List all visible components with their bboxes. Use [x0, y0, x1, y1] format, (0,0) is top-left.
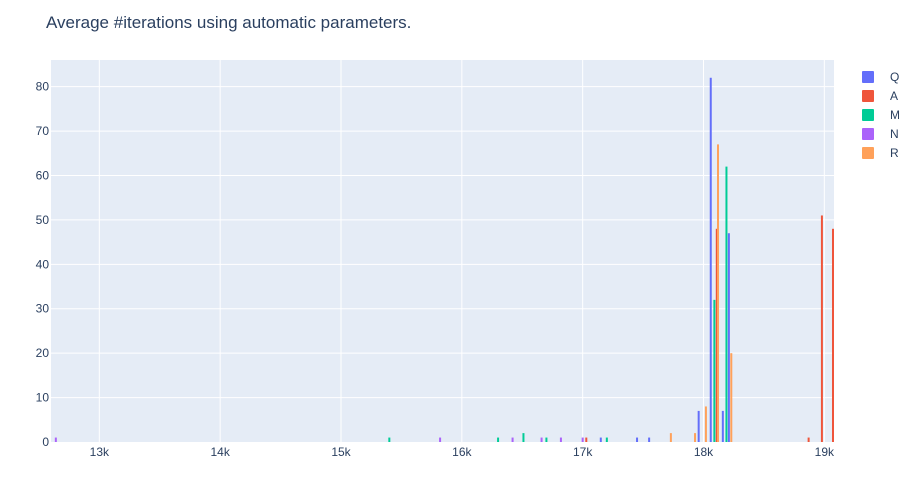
bar-n[interactable] — [581, 437, 584, 442]
bar-m[interactable] — [545, 437, 548, 442]
legend-label: A — [890, 88, 899, 103]
legend-swatch — [862, 108, 874, 121]
x-tick-label: 17k — [573, 445, 593, 459]
bar-m[interactable] — [388, 437, 391, 442]
bar-m[interactable] — [713, 299, 716, 442]
bar-r[interactable] — [704, 406, 707, 442]
x-tick-label: 16k — [452, 445, 472, 459]
bar-a[interactable] — [820, 215, 823, 442]
y-tick-label: 30 — [36, 302, 50, 316]
legend-swatch — [862, 146, 874, 159]
legend-item-m[interactable]: M — [862, 105, 900, 124]
legend-swatch — [862, 89, 874, 102]
x-tick-label: 14k — [210, 445, 230, 459]
bar-m[interactable] — [605, 437, 608, 442]
legend-item-q[interactable]: Q — [862, 67, 900, 86]
bar-r[interactable] — [669, 433, 672, 442]
bar-q[interactable] — [599, 437, 602, 442]
bar-a[interactable] — [807, 437, 810, 442]
bar-n[interactable] — [511, 437, 514, 442]
x-tick-label: 19k — [815, 445, 835, 459]
legend-item-n[interactable]: N — [862, 124, 900, 143]
legend-label: M — [890, 107, 900, 122]
y-tick-label: 50 — [36, 213, 50, 227]
x-tick-label: 15k — [331, 445, 351, 459]
bar-q[interactable] — [709, 77, 712, 442]
y-tick-label: 80 — [36, 80, 50, 94]
bar-q[interactable] — [721, 410, 724, 442]
y-tick-label: 20 — [36, 346, 50, 360]
x-axis-ticks: 13k 14k 15k 16k 17k 18k 19k — [90, 445, 835, 459]
bar-n[interactable] — [559, 437, 562, 442]
y-tick-label: 70 — [36, 124, 50, 138]
y-tick-label: 10 — [36, 391, 50, 405]
bar-a[interactable] — [715, 228, 718, 442]
bar-q[interactable] — [636, 437, 639, 442]
bar-q[interactable] — [727, 233, 730, 442]
bar-r[interactable] — [717, 144, 719, 442]
legend-swatch — [862, 70, 874, 83]
bar-q[interactable] — [697, 410, 700, 442]
legend-label: R — [890, 145, 899, 160]
bar-q[interactable] — [648, 437, 651, 442]
bars — [54, 77, 834, 442]
bar-r[interactable] — [694, 433, 697, 442]
legend-item-a[interactable]: A — [862, 86, 900, 105]
bar-n[interactable] — [54, 437, 57, 442]
y-axis-ticks: 0 10 20 30 40 50 60 70 80 — [36, 80, 50, 449]
bar-r[interactable] — [730, 353, 733, 442]
bar-m[interactable] — [725, 166, 728, 442]
x-tick-label: 13k — [90, 445, 110, 459]
bar-m[interactable] — [522, 433, 525, 442]
x-tick-label: 18k — [694, 445, 714, 459]
y-tick-label: 40 — [36, 257, 50, 271]
bar-a[interactable] — [585, 437, 588, 442]
bar-n[interactable] — [540, 437, 543, 442]
legend-swatch — [862, 127, 874, 140]
y-tick-label: 0 — [42, 435, 49, 449]
chart-title: Average #iterations using automatic para… — [46, 13, 412, 32]
legend-item-r[interactable]: R — [862, 143, 900, 162]
y-tick-label: 60 — [36, 168, 50, 182]
legend-label: Q — [890, 69, 900, 84]
legend-label: N — [890, 126, 899, 141]
bar-a[interactable] — [832, 228, 834, 442]
bar-n[interactable] — [439, 437, 442, 442]
gridlines — [51, 60, 834, 442]
bar-m[interactable] — [497, 437, 500, 442]
